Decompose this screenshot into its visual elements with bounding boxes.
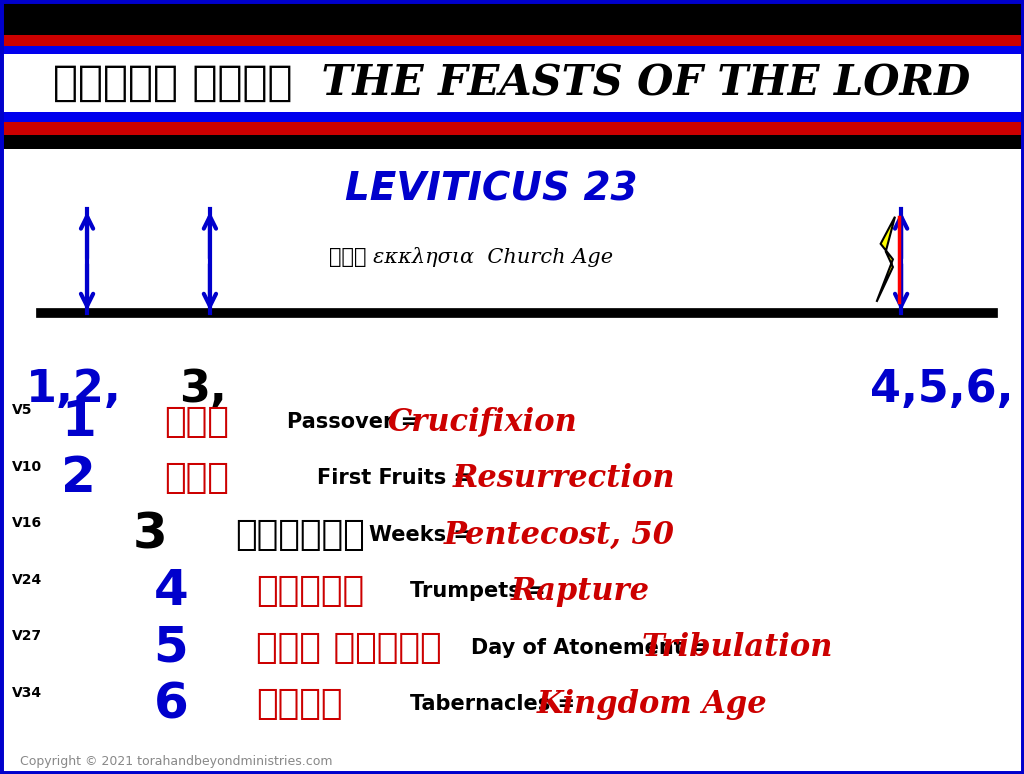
Text: LEVITICUS 23: LEVITICUS 23 bbox=[345, 170, 638, 209]
Text: שבועות: שבועות bbox=[236, 518, 366, 552]
Bar bbox=[0, 122, 1024, 135]
Text: V10: V10 bbox=[12, 460, 42, 474]
Bar bbox=[0, 46, 1024, 54]
Text: פסח: פסח bbox=[164, 405, 228, 439]
Text: 5: 5 bbox=[154, 624, 188, 672]
Text: V5: V5 bbox=[12, 403, 33, 417]
Text: 3,: 3, bbox=[179, 368, 227, 411]
Bar bbox=[0, 135, 1024, 149]
Text: 4: 4 bbox=[154, 567, 188, 615]
Text: 3: 3 bbox=[133, 511, 168, 559]
Text: Passover =: Passover = bbox=[287, 412, 425, 432]
Text: 6: 6 bbox=[154, 680, 188, 728]
Text: 1: 1 bbox=[61, 398, 96, 446]
Bar bbox=[0, 149, 1024, 774]
Text: Kingdom Age: Kingdom Age bbox=[537, 689, 767, 720]
Text: V16: V16 bbox=[12, 516, 42, 530]
Text: סכות: סכות bbox=[256, 687, 342, 721]
Text: Weeks =: Weeks = bbox=[369, 525, 478, 545]
Text: Pentecost, 50: Pentecost, 50 bbox=[443, 519, 675, 550]
Text: 1,2,: 1,2, bbox=[26, 368, 122, 411]
Bar bbox=[0, 54, 1024, 112]
Text: Copyright © 2021 torahandbeyondministries.com: Copyright © 2021 torahandbeyondministrie… bbox=[20, 755, 333, 768]
Text: תרועה: תרועה bbox=[256, 574, 365, 608]
Text: V24: V24 bbox=[12, 573, 43, 587]
Bar bbox=[0, 35, 1024, 46]
Text: V34: V34 bbox=[12, 686, 42, 700]
Text: מועדי יהוה  THE FEASTS OF THE LORD: מועדי יהוה THE FEASTS OF THE LORD bbox=[53, 62, 971, 104]
Text: קהל εκκλησια  Church Age: קהל εκκλησια Church Age bbox=[329, 247, 613, 267]
Text: Rapture: Rapture bbox=[511, 576, 649, 607]
Text: עמר: עמר bbox=[164, 461, 228, 495]
Text: 4,5,6,: 4,5,6, bbox=[870, 368, 1014, 411]
Text: יום כפרים: יום כפרים bbox=[256, 631, 441, 665]
Text: Crucifixion: Crucifixion bbox=[388, 406, 578, 437]
Text: First Fruits =: First Fruits = bbox=[317, 468, 479, 488]
Bar bbox=[0, 112, 1024, 122]
Text: Tabernacles =: Tabernacles = bbox=[410, 694, 582, 714]
Text: Resurrection: Resurrection bbox=[453, 463, 676, 494]
Text: 2: 2 bbox=[61, 454, 96, 502]
Text: Day of Atonement =: Day of Atonement = bbox=[471, 638, 716, 658]
Polygon shape bbox=[877, 217, 895, 302]
Text: V27: V27 bbox=[12, 629, 42, 643]
Text: Trumpets =: Trumpets = bbox=[410, 581, 553, 601]
Text: Tribulation: Tribulation bbox=[641, 632, 833, 663]
Bar bbox=[0, 0, 1024, 35]
